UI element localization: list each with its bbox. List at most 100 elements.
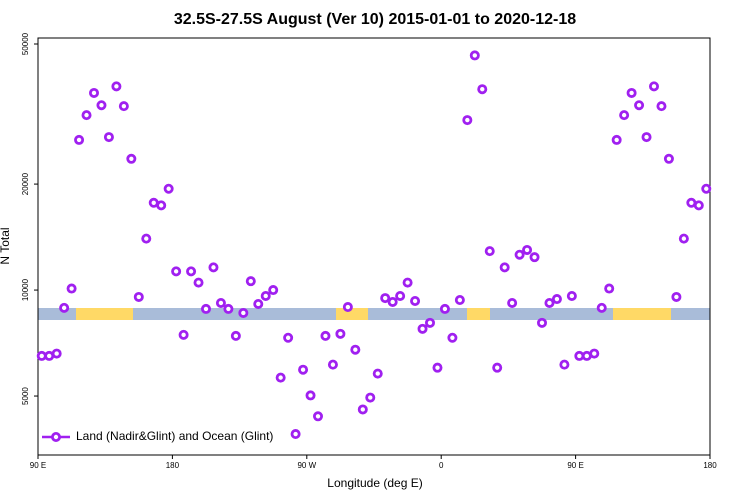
data-point bbox=[163, 183, 174, 194]
x-tick-label: 90 W bbox=[297, 461, 316, 470]
data-point bbox=[342, 302, 353, 313]
data-point bbox=[372, 368, 383, 379]
data-point bbox=[454, 295, 465, 306]
data-point bbox=[477, 84, 488, 95]
data-point bbox=[656, 101, 667, 112]
data-point bbox=[51, 348, 62, 359]
data-point bbox=[462, 115, 473, 126]
data-point bbox=[238, 307, 249, 318]
data-point bbox=[215, 297, 226, 308]
x-tick-label: 90 E bbox=[567, 461, 583, 470]
data-point bbox=[402, 277, 413, 288]
data-point bbox=[544, 297, 555, 308]
data-point bbox=[193, 277, 204, 288]
ocean-band bbox=[38, 308, 710, 320]
data-point bbox=[89, 87, 100, 98]
data-point bbox=[298, 364, 309, 375]
data-point bbox=[439, 303, 450, 314]
data-point bbox=[626, 87, 637, 98]
data-point bbox=[507, 297, 518, 308]
data-point bbox=[499, 262, 510, 273]
legend-label: Land (Nadir&Glint) and Ocean (Glint) bbox=[76, 429, 273, 443]
plot-frame bbox=[37, 37, 711, 456]
data-point bbox=[380, 293, 391, 304]
surface-band bbox=[38, 308, 710, 320]
x-tick-label: 180 bbox=[703, 461, 717, 470]
data-point bbox=[424, 317, 435, 328]
data-point bbox=[81, 110, 92, 121]
y-tick-label: 20000 bbox=[21, 172, 30, 195]
data-point bbox=[126, 153, 137, 164]
land-band bbox=[76, 308, 133, 320]
data-point bbox=[111, 81, 122, 92]
data-point bbox=[283, 332, 294, 343]
land-band bbox=[467, 308, 490, 320]
data-point bbox=[641, 132, 652, 143]
data-point bbox=[275, 372, 286, 383]
data-point bbox=[559, 359, 570, 370]
data-point bbox=[566, 290, 577, 301]
legend: Land (Nadir&Glint) and Ocean (Glint) bbox=[42, 429, 273, 443]
x-axis-label: Longitude (deg E) bbox=[327, 476, 422, 490]
y-axis-label: N Total bbox=[0, 227, 12, 264]
y-tick-label: 5000 bbox=[21, 387, 30, 405]
data-point bbox=[537, 317, 548, 328]
data-point bbox=[268, 285, 279, 296]
data-point bbox=[514, 249, 525, 260]
data-point bbox=[410, 295, 421, 306]
data-point bbox=[492, 362, 503, 373]
data-point bbox=[245, 276, 256, 287]
data-point bbox=[447, 332, 458, 343]
data-point bbox=[604, 283, 615, 294]
data-point bbox=[649, 81, 660, 92]
data-point bbox=[141, 233, 152, 244]
data-point bbox=[335, 328, 346, 339]
data-point bbox=[118, 101, 129, 112]
data-point bbox=[350, 344, 361, 355]
data-point bbox=[96, 100, 107, 111]
data-point bbox=[171, 266, 182, 277]
data-point bbox=[230, 330, 241, 341]
data-point bbox=[178, 329, 189, 340]
data-point bbox=[395, 290, 406, 301]
data-point bbox=[663, 153, 674, 164]
data-point bbox=[365, 392, 376, 403]
y-tick-label: 50000 bbox=[21, 32, 30, 55]
data-point bbox=[133, 291, 144, 302]
y-tick-label: 10000 bbox=[21, 278, 30, 301]
land-band bbox=[613, 308, 671, 320]
data-point bbox=[320, 330, 331, 341]
data-point bbox=[208, 262, 219, 273]
data-point bbox=[611, 134, 622, 145]
data-point bbox=[66, 283, 77, 294]
data-point bbox=[432, 362, 443, 373]
data-point bbox=[619, 110, 630, 121]
data-point bbox=[693, 200, 704, 211]
data-point bbox=[290, 429, 301, 440]
data-point bbox=[357, 404, 368, 415]
data-point bbox=[156, 200, 167, 211]
data-point bbox=[596, 302, 607, 313]
data-point bbox=[671, 291, 682, 302]
data-point bbox=[529, 252, 540, 263]
data-point bbox=[327, 359, 338, 370]
data-point bbox=[387, 296, 398, 307]
x-tick-label: 0 bbox=[439, 461, 444, 470]
legend-marker bbox=[51, 431, 62, 442]
data-point bbox=[417, 323, 428, 334]
chart-title: 32.5S-27.5S August (Ver 10) 2015-01-01 t… bbox=[174, 11, 576, 28]
data-point bbox=[701, 183, 712, 194]
data-point bbox=[253, 298, 264, 309]
data-point bbox=[312, 411, 323, 422]
data-point bbox=[551, 294, 562, 305]
data-point bbox=[186, 266, 197, 277]
data-point bbox=[522, 244, 533, 255]
data-point bbox=[678, 233, 689, 244]
data-point bbox=[305, 390, 316, 401]
data-point bbox=[589, 348, 600, 359]
data-point bbox=[260, 290, 271, 301]
data-point bbox=[223, 303, 234, 314]
data-point bbox=[634, 100, 645, 111]
data-point bbox=[103, 132, 114, 143]
